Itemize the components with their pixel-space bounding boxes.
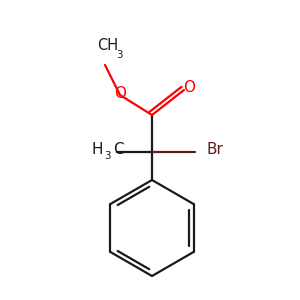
Text: CH: CH (98, 38, 118, 53)
Text: 3: 3 (104, 151, 110, 161)
Text: C: C (113, 142, 124, 157)
Text: O: O (114, 85, 126, 100)
Text: O: O (183, 80, 195, 94)
Text: H: H (92, 142, 103, 157)
Text: Br: Br (207, 142, 224, 157)
Text: 3: 3 (116, 50, 122, 60)
